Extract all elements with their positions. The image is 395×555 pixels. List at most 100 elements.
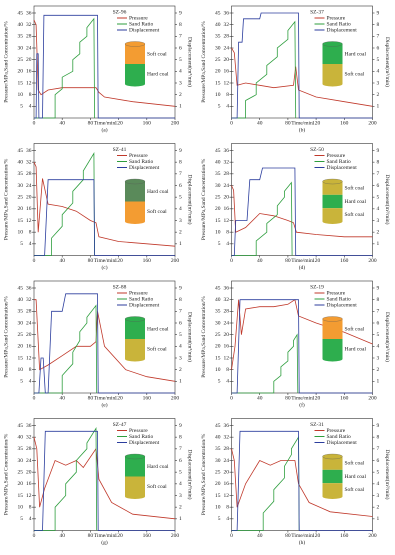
- y2-tick-label: 3: [179, 493, 182, 499]
- y-tick-label: 30: [215, 458, 221, 464]
- y-tick-label: 45: [215, 10, 221, 16]
- y-tick-label: 20: [215, 206, 221, 212]
- y3-tick-label: 32: [224, 22, 230, 28]
- panel-label: (g): [101, 539, 108, 546]
- y3-tick-label: 32: [26, 434, 32, 440]
- y3-tick-label: 4: [226, 104, 229, 110]
- x-tick-label: 160: [340, 120, 349, 126]
- y2-tick-label: 4: [377, 206, 380, 212]
- x-tick-label: 40: [59, 395, 65, 401]
- y2-tick-label: 3: [377, 218, 380, 224]
- chart-title: SZ-47: [113, 422, 127, 428]
- y2-tick-label: 1: [377, 516, 380, 522]
- y2-tick-label: 7: [179, 446, 182, 452]
- coal-layer: [322, 483, 343, 497]
- series-line: [33, 19, 176, 107]
- y-tick-label: 45: [18, 148, 24, 154]
- y2-tick-label: 3: [377, 80, 380, 86]
- x-tick-label: 160: [143, 120, 152, 126]
- x-tick-label: 0: [33, 120, 36, 126]
- x-axis-label: Time/min: [291, 395, 313, 401]
- y-tick-label: 5: [20, 241, 23, 247]
- legend-label: Displacement: [129, 302, 160, 308]
- series-line: [34, 14, 175, 119]
- x-axis-label: Time/min: [94, 258, 116, 264]
- y3-tick-label: 8: [226, 229, 229, 235]
- y-tick-label: 25: [18, 57, 24, 63]
- coal-label: Hard coal: [147, 464, 169, 470]
- y-tick-label: 45: [215, 285, 221, 291]
- y3-tick-label: 24: [224, 458, 230, 464]
- y2-tick-label: 4: [377, 344, 380, 350]
- y-tick-label: 25: [18, 332, 24, 338]
- y3-tick-label: 12: [26, 80, 32, 86]
- coal-top: [124, 178, 146, 185]
- series-line: [231, 20, 297, 119]
- legend-label: Sand Ratio: [327, 434, 352, 440]
- x-tick-label: 40: [59, 258, 65, 264]
- panel-label: (b): [299, 126, 306, 133]
- coal-bottom: [125, 356, 145, 362]
- y3-tick-label: 8: [226, 367, 229, 373]
- y2-tick-label: 2: [377, 92, 380, 98]
- y2-tick-label: 4: [179, 69, 182, 75]
- x-tick-label: 40: [257, 120, 263, 126]
- coal-label: Soft coal: [147, 208, 167, 215]
- y2-tick-label: 6: [377, 320, 380, 326]
- y-tick-label: 40: [18, 159, 24, 165]
- x-tick-label: 120: [114, 120, 123, 126]
- y3-tick-label: 32: [26, 22, 32, 28]
- y2-tick-label: 1: [377, 241, 380, 247]
- y-tick-label: 35: [215, 309, 221, 315]
- coal-label: Soft coal: [345, 459, 365, 466]
- y2-tick-label: 6: [377, 458, 380, 464]
- x-tick-label: 200: [171, 533, 180, 539]
- y-tick-label: 40: [215, 434, 221, 440]
- y3-tick-label: 16: [26, 344, 32, 350]
- legend-label: Sand Ratio: [327, 296, 352, 302]
- y2-axis-label: Displacement(m³/min): [187, 37, 194, 87]
- series-line: [231, 448, 373, 517]
- x-axis-label: Time/min: [94, 533, 116, 539]
- x-axis-label: Time/min: [94, 395, 116, 401]
- legend-label: Pressure: [327, 290, 346, 296]
- series-line: [34, 427, 98, 531]
- y3-tick-label: 12: [26, 218, 32, 224]
- series-line: [34, 179, 175, 256]
- y3-tick-label: 32: [26, 297, 32, 303]
- y-axis-label: Pressure/MPa,Sand Concentration/%: [201, 296, 207, 378]
- panel-label: (c): [101, 264, 107, 271]
- coal-label: Soft coal: [147, 50, 167, 57]
- legend-label: Displacement: [129, 440, 160, 446]
- y2-tick-label: 1: [179, 379, 182, 385]
- y3-tick-label: 24: [26, 45, 32, 51]
- y3-tick-label: 16: [224, 481, 230, 487]
- y-axis-label: Pressure/MPa,Sand Concentration/%: [3, 433, 9, 515]
- y2-tick-label: 7: [179, 171, 182, 177]
- coal-top: [124, 41, 146, 47]
- y2-tick-label: 5: [377, 469, 380, 475]
- series-line: [231, 333, 299, 394]
- y2-tick-label: 4: [377, 481, 380, 487]
- x-tick-label: 80: [285, 258, 291, 264]
- coal-label: Soft coal: [147, 483, 167, 490]
- panel-label: (e): [101, 401, 107, 408]
- y2-tick-label: 5: [377, 332, 380, 338]
- y2-tick-label: 2: [179, 504, 182, 510]
- y3-tick-label: 20: [224, 194, 230, 200]
- y3-tick-label: 8: [226, 92, 229, 98]
- series-line: [231, 299, 373, 394]
- y2-tick-label: 6: [179, 45, 182, 51]
- y-tick-label: 30: [18, 183, 24, 189]
- x-tick-label: 200: [368, 258, 377, 264]
- y-tick-label: 25: [215, 332, 221, 338]
- y2-tick-label: 8: [179, 22, 182, 28]
- x-tick-label: 80: [88, 533, 94, 539]
- coal-layer: [322, 194, 343, 209]
- y3-tick-label: 24: [26, 320, 32, 326]
- y-tick-label: 15: [18, 218, 24, 224]
- y-tick-label: 5: [20, 516, 23, 522]
- y-tick-label: 15: [215, 80, 221, 86]
- legend-label: Pressure: [327, 15, 346, 21]
